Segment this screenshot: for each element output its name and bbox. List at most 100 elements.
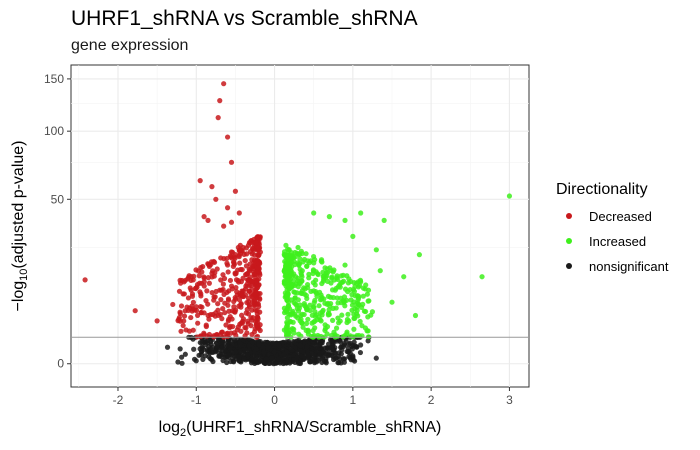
- data-point: [226, 308, 232, 314]
- data-point: [309, 312, 315, 318]
- data-point: [183, 327, 189, 333]
- data-point: [257, 249, 263, 255]
- y-tick-label: 150: [44, 72, 64, 86]
- data-point: [243, 325, 249, 331]
- data-point: [238, 291, 245, 298]
- data-point: [313, 312, 319, 318]
- data-point: [292, 311, 298, 317]
- data-point: [193, 285, 199, 291]
- data-point: [255, 261, 262, 267]
- data-point: [342, 286, 349, 292]
- data-point: [300, 324, 306, 330]
- data-point: [193, 267, 199, 273]
- data-point: [310, 270, 316, 277]
- data-point: [292, 301, 299, 307]
- data-point: [247, 261, 253, 267]
- data-point: [176, 288, 183, 294]
- data-point: [281, 268, 287, 274]
- data-point: [412, 312, 419, 319]
- data-point: [322, 265, 328, 271]
- data-point: [340, 343, 347, 350]
- data-point: [303, 320, 310, 327]
- data-point: [281, 360, 288, 366]
- data-point: [235, 336, 241, 342]
- data-point: [222, 310, 228, 316]
- chart-title: UHRF1_shRNA vs Scramble_shRNA: [71, 7, 418, 30]
- data-point: [313, 289, 319, 295]
- data-point: [354, 304, 360, 310]
- data-point: [285, 303, 291, 309]
- data-point: [357, 318, 363, 325]
- data-point: [261, 349, 267, 355]
- data-point: [326, 214, 332, 220]
- data-point: [317, 310, 323, 316]
- data-point: [230, 263, 236, 270]
- data-point: [342, 303, 348, 309]
- data-point: [373, 247, 379, 253]
- data-point: [213, 340, 220, 346]
- data-point: [193, 358, 199, 364]
- data-point: [198, 264, 204, 271]
- x-axis-title-subscript: 2: [180, 427, 186, 439]
- data-point: [253, 240, 259, 246]
- data-point: [298, 333, 304, 339]
- data-point: [244, 306, 250, 313]
- data-point: [285, 332, 291, 338]
- data-point: [246, 343, 252, 349]
- points-layer: [82, 81, 513, 367]
- data-point: [201, 310, 207, 316]
- data-point: [360, 293, 366, 299]
- data-point: [188, 277, 194, 284]
- data-point: [315, 271, 321, 277]
- data-point: [248, 238, 254, 244]
- data-point: [334, 273, 340, 279]
- data-point: [263, 356, 269, 362]
- data-point: [358, 304, 365, 311]
- data-point: [217, 311, 223, 317]
- legend-label: Decreased: [589, 209, 652, 224]
- data-point: [389, 299, 395, 305]
- data-point: [348, 357, 354, 363]
- data-point: [225, 296, 232, 302]
- data-point: [220, 305, 226, 312]
- data-point: [325, 346, 331, 352]
- data-point: [205, 337, 211, 344]
- data-point: [276, 356, 282, 362]
- data-point: [299, 278, 305, 284]
- data-point: [284, 309, 290, 315]
- data-point: [222, 300, 228, 306]
- data-point: [206, 354, 212, 360]
- data-point: [209, 289, 215, 296]
- data-point: [170, 301, 176, 308]
- data-point: [359, 323, 365, 329]
- data-point: [196, 273, 202, 279]
- data-point: [298, 316, 304, 322]
- data-point: [331, 347, 337, 353]
- data-point: [319, 294, 325, 300]
- y-axis-title-prefix: −log: [10, 281, 27, 312]
- data-point: [377, 268, 383, 274]
- data-point: [373, 355, 379, 361]
- data-point: [351, 326, 357, 332]
- data-point: [354, 280, 360, 286]
- data-point: [305, 328, 312, 335]
- data-point: [251, 302, 257, 309]
- data-point: [180, 322, 186, 329]
- data-point: [338, 273, 344, 279]
- data-point: [333, 285, 339, 292]
- data-point: [228, 159, 235, 165]
- data-point: [232, 188, 239, 194]
- data-point: [182, 351, 188, 357]
- data-point: [285, 260, 291, 267]
- data-point: [196, 352, 202, 358]
- data-point: [401, 274, 407, 280]
- data-point: [231, 304, 237, 310]
- x-axis-title: log2(UHRF1_shRNA/Scramble_shRNA): [159, 419, 442, 439]
- data-point: [358, 210, 364, 216]
- data-point: [347, 350, 353, 356]
- data-point: [181, 313, 188, 319]
- data-point: [244, 351, 251, 358]
- data-point: [236, 297, 243, 303]
- data-point: [337, 339, 343, 345]
